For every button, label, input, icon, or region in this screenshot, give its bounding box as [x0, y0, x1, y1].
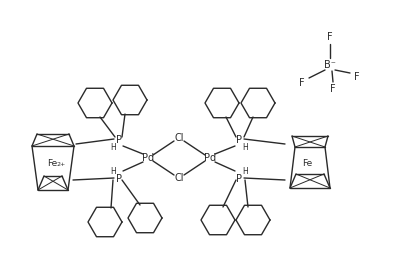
Text: Fe: Fe [302, 160, 312, 168]
Text: Cl: Cl [174, 133, 184, 143]
Text: F: F [330, 84, 336, 94]
Text: H: H [242, 143, 248, 152]
Text: Cl: Cl [174, 173, 184, 183]
Text: Pd: Pd [204, 153, 216, 163]
Text: 2+: 2+ [56, 161, 66, 167]
Text: P: P [116, 135, 122, 145]
Text: H: H [242, 168, 248, 177]
Text: H: H [110, 143, 116, 152]
Text: P: P [236, 174, 242, 184]
Text: F: F [327, 32, 333, 42]
Text: F: F [299, 78, 305, 88]
Text: Fe: Fe [47, 160, 57, 168]
Text: P: P [116, 174, 122, 184]
Text: B⁻: B⁻ [324, 60, 336, 70]
Text: F: F [354, 72, 360, 82]
Text: Pd: Pd [142, 153, 154, 163]
Text: H: H [110, 168, 116, 177]
Text: P: P [236, 135, 242, 145]
